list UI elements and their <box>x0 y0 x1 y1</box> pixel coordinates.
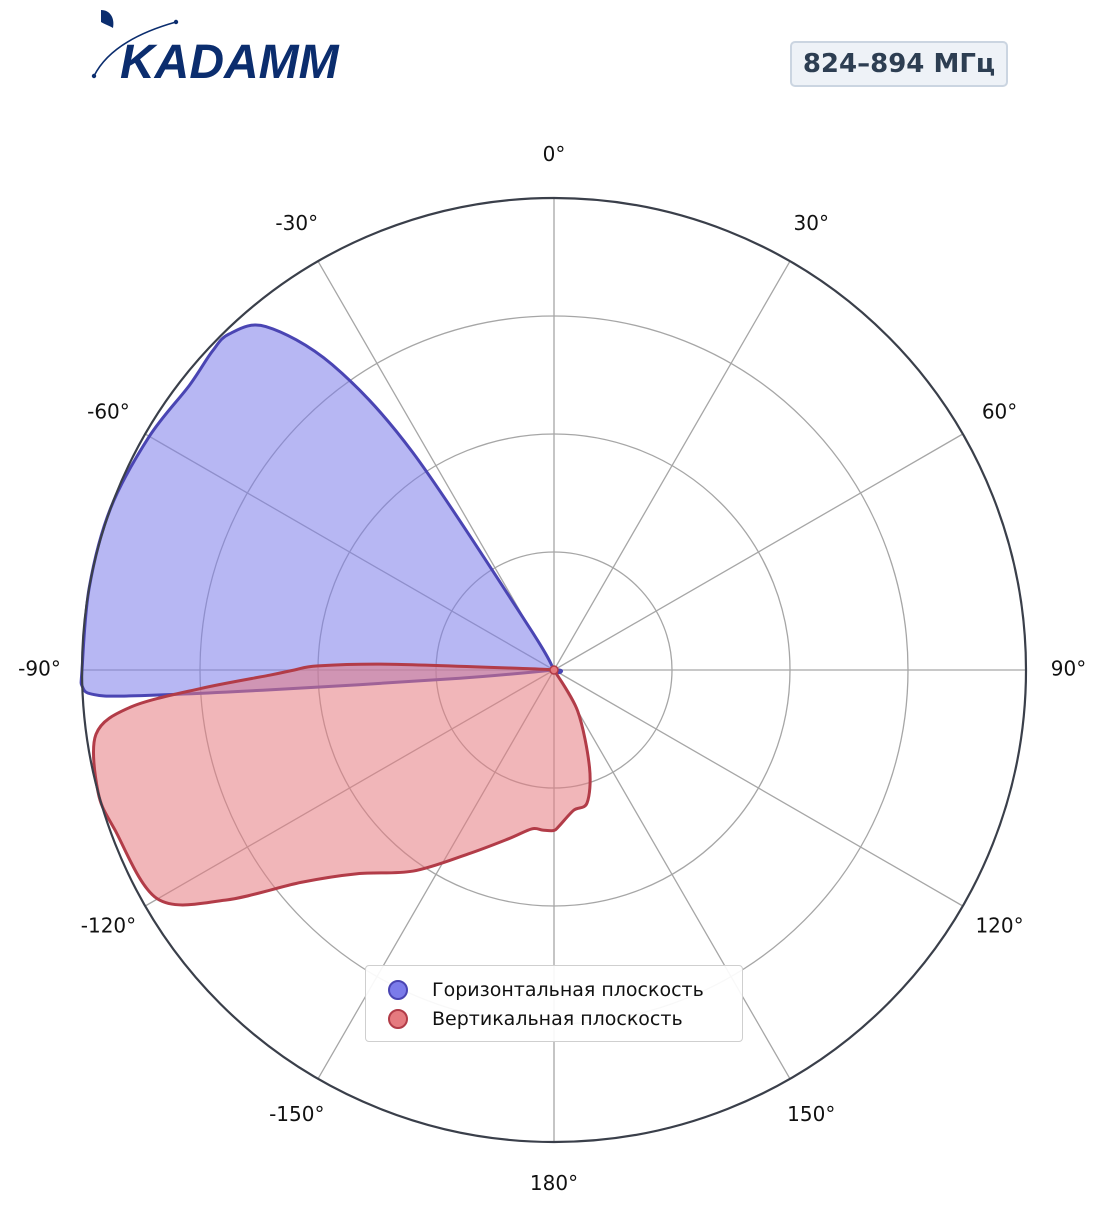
frequency-band-badge: 824–894 МГц <box>790 41 1008 87</box>
legend-swatch-vertical <box>388 1009 408 1029</box>
outer-ring-layer <box>80 196 1028 1144</box>
angular-gridline-11 <box>317 260 555 671</box>
series-vertical-plane <box>92 662 592 907</box>
legend-swatch-horizontal <box>388 980 408 1000</box>
series-horizontal-plane <box>79 323 564 698</box>
angular-tick-label-11: -30° <box>275 211 318 235</box>
legend-label-vertical: Вертикальная плоскость <box>432 1008 683 1030</box>
angular-gridline-2 <box>553 433 964 671</box>
angular-tick-label-4: 120° <box>975 914 1023 938</box>
series-layer <box>79 323 592 907</box>
angular-tick-label-9: -90° <box>18 657 61 681</box>
outer-ring <box>80 196 1028 1144</box>
angular-gridline-5 <box>553 669 791 1080</box>
legend-label-horizontal: Горизонтальная плоскость <box>432 979 704 1001</box>
angular-tick-label-10: -60° <box>87 399 130 423</box>
legend-item-vertical: Вертикальная плоскость <box>388 1006 683 1032</box>
legend-item-horizontal: Горизонтальная плоскость <box>388 977 704 1003</box>
angular-tick-label-6: 180° <box>530 1171 578 1195</box>
logo-arc <box>93 21 177 77</box>
logo-leaf <box>101 10 114 28</box>
angular-gridline-1 <box>553 260 791 671</box>
angular-tick-label-8: -120° <box>81 914 136 938</box>
angular-tick-label-2: 60° <box>982 399 1017 423</box>
logo-dot-left <box>91 73 97 79</box>
angular-tick-label-0: 0° <box>543 142 566 166</box>
angular-tick-labels: 0° 30° 60° 90° 120° 150° 180° -150° -120° -90° -60… <box>18 142 1086 1195</box>
logo-dot-right <box>173 19 179 25</box>
kadamm-logo: KADAMM <box>91 10 340 84</box>
angular-gridline-4 <box>553 669 964 907</box>
pole-marker <box>549 665 559 675</box>
angular-tick-label-5: 150° <box>787 1102 835 1126</box>
angular-tick-label-3: 90° <box>1051 657 1086 681</box>
logo-wordmark: KADAMM <box>120 36 340 84</box>
angular-tick-label-1: 30° <box>794 211 829 235</box>
legend: Горизонтальная плоскость Вертикальная пл… <box>365 965 743 1042</box>
angular-tick-label-7: -150° <box>269 1102 324 1126</box>
